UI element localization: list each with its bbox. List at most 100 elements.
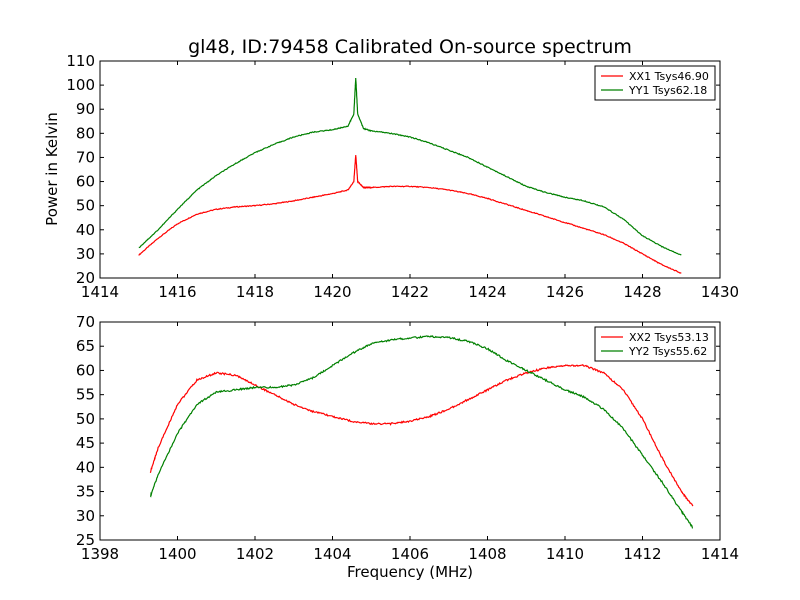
data-point bbox=[661, 481, 662, 482]
x-tick-label: 1428 bbox=[623, 283, 661, 301]
y-tick-label: 100 bbox=[66, 76, 95, 94]
data-point bbox=[216, 175, 217, 176]
data-point bbox=[506, 204, 507, 205]
data-point bbox=[196, 214, 197, 215]
data-point bbox=[363, 128, 364, 129]
data-point bbox=[642, 235, 643, 236]
data-point bbox=[565, 365, 566, 366]
data-point bbox=[390, 423, 391, 424]
data-point bbox=[429, 416, 430, 417]
data-point bbox=[196, 404, 197, 405]
x-tick-label: 1412 bbox=[623, 545, 661, 563]
data-point bbox=[506, 380, 507, 381]
data-point bbox=[681, 273, 682, 274]
x-axis-label: Frequency (MHz) bbox=[347, 563, 473, 581]
x-tick-label: 1400 bbox=[158, 545, 196, 563]
data-point bbox=[177, 209, 178, 210]
data-point bbox=[545, 192, 546, 193]
data-point bbox=[584, 365, 585, 366]
series-line-xx1 bbox=[138, 155, 682, 274]
y-tick-label: 20 bbox=[76, 269, 95, 287]
data-point bbox=[235, 375, 236, 376]
y-tick-label: 30 bbox=[76, 245, 95, 263]
data-point bbox=[565, 389, 566, 390]
x-tick-label: 1418 bbox=[236, 283, 274, 301]
data-point bbox=[196, 380, 197, 381]
data-point bbox=[177, 404, 178, 405]
data-point bbox=[313, 197, 314, 198]
y-tick-label: 55 bbox=[76, 386, 95, 404]
data-point bbox=[506, 360, 507, 361]
data-point bbox=[603, 372, 604, 373]
data-point bbox=[410, 186, 411, 187]
data-point bbox=[448, 189, 449, 190]
data-point bbox=[363, 187, 364, 188]
data-point bbox=[468, 399, 469, 400]
data-point bbox=[681, 255, 682, 256]
data-point bbox=[371, 423, 372, 424]
data-point bbox=[255, 384, 256, 385]
series-line-yy1 bbox=[138, 77, 682, 256]
data-point bbox=[526, 186, 527, 187]
legend-box bbox=[594, 65, 716, 101]
data-point bbox=[371, 343, 372, 344]
data-point bbox=[661, 457, 662, 458]
legend-entry: YY2 Tsys55.62 bbox=[628, 345, 707, 358]
y-tick-label: 110 bbox=[66, 52, 95, 70]
data-point bbox=[429, 187, 430, 188]
data-point bbox=[526, 370, 527, 371]
data-point bbox=[623, 243, 624, 244]
data-point bbox=[584, 200, 585, 201]
data-point bbox=[274, 394, 275, 395]
data-point bbox=[661, 246, 662, 247]
data-point bbox=[448, 337, 449, 338]
data-point bbox=[351, 421, 352, 422]
data-point bbox=[603, 234, 604, 235]
x-tick-label: 1414 bbox=[81, 283, 119, 301]
y-tick-label: 90 bbox=[76, 100, 95, 118]
data-point bbox=[255, 205, 256, 206]
data-point bbox=[623, 218, 624, 219]
series-line-xx2 bbox=[149, 364, 694, 507]
data-point bbox=[138, 255, 139, 256]
x-tick-label: 1410 bbox=[546, 545, 584, 563]
data-point bbox=[138, 247, 139, 248]
data-point bbox=[623, 428, 624, 429]
data-point bbox=[235, 389, 236, 390]
data-point bbox=[487, 348, 488, 349]
data-point bbox=[545, 216, 546, 217]
data-point bbox=[390, 339, 391, 340]
y-tick-label: 60 bbox=[76, 173, 95, 191]
data-point bbox=[584, 397, 585, 398]
data-point bbox=[313, 132, 314, 133]
data-point bbox=[487, 198, 488, 199]
data-point bbox=[274, 144, 275, 145]
x-tick-label: 1402 bbox=[236, 545, 274, 563]
data-point bbox=[468, 341, 469, 342]
data-point bbox=[158, 447, 159, 448]
x-tick-label: 1416 bbox=[158, 283, 196, 301]
data-point bbox=[351, 353, 352, 354]
data-point bbox=[293, 136, 294, 137]
y-tick-label: 65 bbox=[76, 337, 95, 355]
data-point bbox=[692, 527, 693, 528]
data-point bbox=[177, 433, 178, 434]
data-point bbox=[545, 380, 546, 381]
data-point bbox=[390, 133, 391, 134]
data-point bbox=[353, 114, 354, 115]
y-tick-label: 25 bbox=[76, 531, 95, 549]
data-point bbox=[603, 409, 604, 410]
data-point bbox=[216, 392, 217, 393]
data-point bbox=[468, 193, 469, 194]
data-point bbox=[448, 150, 449, 151]
data-point bbox=[526, 210, 527, 211]
y-tick-label: 30 bbox=[76, 507, 95, 525]
data-point bbox=[255, 387, 256, 388]
data-point bbox=[661, 264, 662, 265]
legend-entry: XX2 Tsys53.13 bbox=[629, 331, 709, 344]
data-point bbox=[216, 372, 217, 373]
data-point bbox=[235, 163, 236, 164]
data-point bbox=[196, 189, 197, 190]
data-point bbox=[313, 411, 314, 412]
data-point bbox=[410, 136, 411, 137]
